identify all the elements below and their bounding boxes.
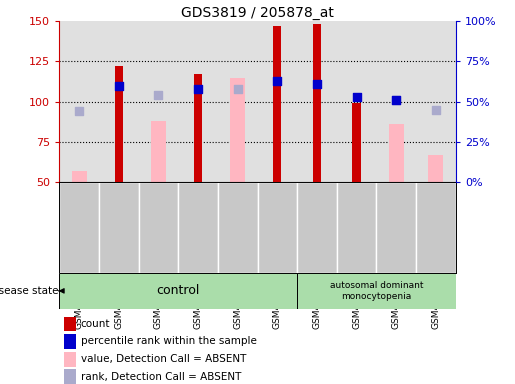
Point	[392, 97, 401, 103]
Text: count: count	[81, 319, 110, 329]
Bar	[139, 21, 178, 182]
Bar	[258, 182, 297, 273]
Point	[114, 83, 123, 89]
Point	[392, 97, 401, 103]
Text: value, Detection Call = ABSENT: value, Detection Call = ABSENT	[81, 354, 246, 364]
Bar	[297, 182, 337, 273]
Bar	[59, 273, 297, 309]
Point	[194, 86, 202, 92]
Bar	[376, 182, 416, 273]
Bar	[99, 182, 139, 273]
Bar	[59, 21, 99, 182]
Bar	[178, 21, 218, 182]
Text: rank, Detection Call = ABSENT: rank, Detection Call = ABSENT	[81, 371, 241, 382]
Bar	[337, 21, 376, 182]
Point	[432, 107, 440, 113]
Bar	[297, 21, 337, 182]
Bar	[258, 21, 297, 182]
Bar	[59, 182, 99, 273]
Point	[313, 81, 321, 87]
Bar	[337, 182, 376, 273]
Bar	[297, 273, 456, 309]
Bar	[389, 124, 404, 182]
Bar	[230, 78, 245, 182]
Bar	[99, 21, 139, 182]
Bar	[114, 66, 123, 182]
Text: control: control	[157, 285, 200, 297]
Bar	[416, 21, 456, 182]
Bar	[428, 155, 443, 182]
Point	[273, 78, 281, 84]
Bar	[139, 182, 178, 273]
Point	[234, 86, 242, 92]
Bar	[273, 26, 282, 182]
Text: disease state: disease state	[0, 286, 58, 296]
Bar	[416, 182, 456, 273]
Bar	[218, 21, 258, 182]
Point	[352, 94, 360, 100]
Bar	[218, 182, 258, 273]
Point	[75, 108, 83, 114]
Title: GDS3819 / 205878_at: GDS3819 / 205878_at	[181, 6, 334, 20]
Text: percentile rank within the sample: percentile rank within the sample	[81, 336, 257, 346]
Bar	[352, 103, 361, 182]
Text: autosomal dominant
monocytopenia: autosomal dominant monocytopenia	[330, 281, 423, 301]
Bar	[72, 171, 87, 182]
Point	[154, 92, 163, 98]
Bar	[194, 74, 202, 182]
Bar	[376, 21, 416, 182]
Bar	[313, 24, 321, 182]
Bar	[178, 182, 218, 273]
Bar	[151, 121, 166, 182]
